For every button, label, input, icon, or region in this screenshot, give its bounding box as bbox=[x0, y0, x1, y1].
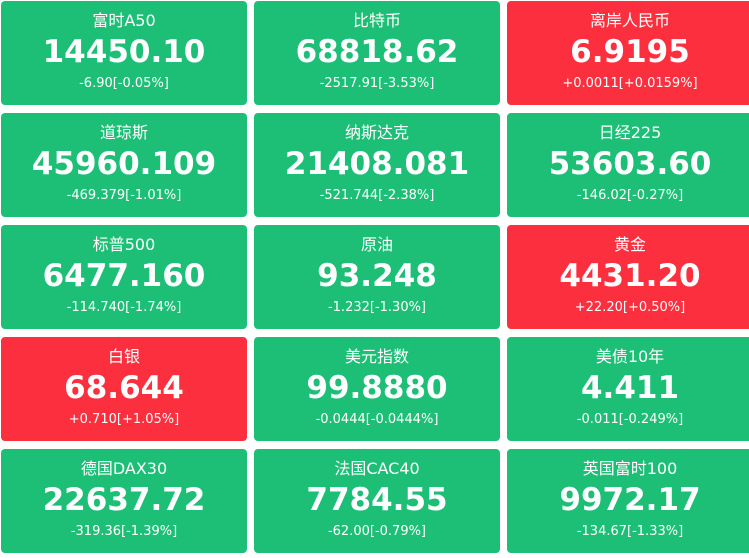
quote-name: 白银 bbox=[107, 347, 140, 366]
quote-tile[interactable]: 标普500 6477.160 -114.740[-1.74%] bbox=[1, 225, 247, 329]
quote-change: -2517.91[-3.53%] bbox=[319, 76, 435, 91]
quote-tile[interactable]: 美元指数 99.8880 -0.0444[-0.0444%] bbox=[254, 337, 500, 441]
quote-change: -146.02[-0.27%] bbox=[576, 188, 684, 203]
quote-name: 纳斯达克 bbox=[344, 123, 409, 142]
quote-name: 离岸人民币 bbox=[589, 11, 670, 30]
quote-name: 日经225 bbox=[598, 123, 662, 142]
quote-price: 21408.081 bbox=[284, 146, 470, 182]
quote-price: 7784.55 bbox=[306, 482, 448, 518]
quote-price: 14450.10 bbox=[42, 34, 206, 70]
quote-tile[interactable]: 黄金 4431.20 +22.20[+0.50%] bbox=[507, 225, 749, 329]
quote-change: +0.0011[+0.0159%] bbox=[562, 76, 698, 91]
quote-price: 53603.60 bbox=[548, 146, 712, 182]
quote-price: 68.644 bbox=[64, 370, 184, 406]
quote-tile[interactable]: 纳斯达克 21408.081 -521.744[-2.38%] bbox=[254, 113, 500, 217]
quote-price: 22637.72 bbox=[42, 482, 206, 518]
quote-change: +0.710[+1.05%] bbox=[68, 412, 180, 427]
quote-tile[interactable]: 原油 93.248 -1.232[-1.30%] bbox=[254, 225, 500, 329]
quote-tile[interactable]: 道琼斯 45960.109 -469.379[-1.01%] bbox=[1, 113, 247, 217]
quote-tile[interactable]: 德国DAX30 22637.72 -319.36[-1.39%] bbox=[1, 449, 247, 553]
quote-tile[interactable]: 日经225 53603.60 -146.02[-0.27%] bbox=[507, 113, 749, 217]
quote-tile[interactable]: 白银 68.644 +0.710[+1.05%] bbox=[1, 337, 247, 441]
quote-price: 9972.17 bbox=[559, 482, 701, 518]
quote-name: 标普500 bbox=[92, 235, 156, 254]
quote-price: 93.248 bbox=[317, 258, 437, 294]
quote-tile[interactable]: 离岸人民币 6.9195 +0.0011[+0.0159%] bbox=[507, 1, 749, 105]
quote-price: 4431.20 bbox=[559, 258, 701, 294]
quote-tile[interactable]: 比特币 68818.62 -2517.91[-3.53%] bbox=[254, 1, 500, 105]
quote-name: 美债10年 bbox=[595, 347, 665, 366]
quote-change: -469.379[-1.01%] bbox=[66, 188, 182, 203]
quote-name: 英国富时100 bbox=[582, 459, 678, 478]
quote-change: -1.232[-1.30%] bbox=[327, 300, 427, 315]
quote-tile[interactable]: 英国富时100 9972.17 -134.67[-1.33%] bbox=[507, 449, 749, 553]
quote-price: 99.8880 bbox=[306, 370, 448, 406]
quote-name: 道琼斯 bbox=[99, 123, 148, 142]
quote-name: 法国CAC40 bbox=[334, 459, 420, 478]
quote-change: -521.744[-2.38%] bbox=[319, 188, 435, 203]
quote-change: -0.011[-0.249%] bbox=[576, 412, 684, 427]
quote-change: -319.36[-1.39%] bbox=[70, 524, 178, 539]
quote-price: 45960.109 bbox=[31, 146, 217, 182]
quote-name: 比特币 bbox=[352, 11, 401, 30]
quote-name: 富时A50 bbox=[92, 11, 156, 30]
quote-name: 黄金 bbox=[613, 235, 646, 254]
quote-name: 美元指数 bbox=[344, 347, 409, 366]
quote-tile[interactable]: 美债10年 4.411 -0.011[-0.249%] bbox=[507, 337, 749, 441]
quote-name: 德国DAX30 bbox=[80, 459, 168, 478]
quote-change: -0.0444[-0.0444%] bbox=[315, 412, 439, 427]
quote-price: 4.411 bbox=[580, 370, 680, 406]
quote-name: 原油 bbox=[360, 235, 393, 254]
quote-price: 6477.160 bbox=[42, 258, 206, 294]
quote-change: -134.67[-1.33%] bbox=[576, 524, 684, 539]
quote-tile[interactable]: 富时A50 14450.10 -6.90[-0.05%] bbox=[1, 1, 247, 105]
quote-change: -62.00[-0.79%] bbox=[327, 524, 427, 539]
quote-change: +22.20[+0.50%] bbox=[574, 300, 686, 315]
quote-price: 68818.62 bbox=[295, 34, 459, 70]
quote-change: -114.740[-1.74%] bbox=[66, 300, 182, 315]
quote-change: -6.90[-0.05%] bbox=[79, 76, 169, 91]
quote-tile[interactable]: 法国CAC40 7784.55 -62.00[-0.79%] bbox=[254, 449, 500, 553]
quote-price: 6.9195 bbox=[570, 34, 690, 70]
